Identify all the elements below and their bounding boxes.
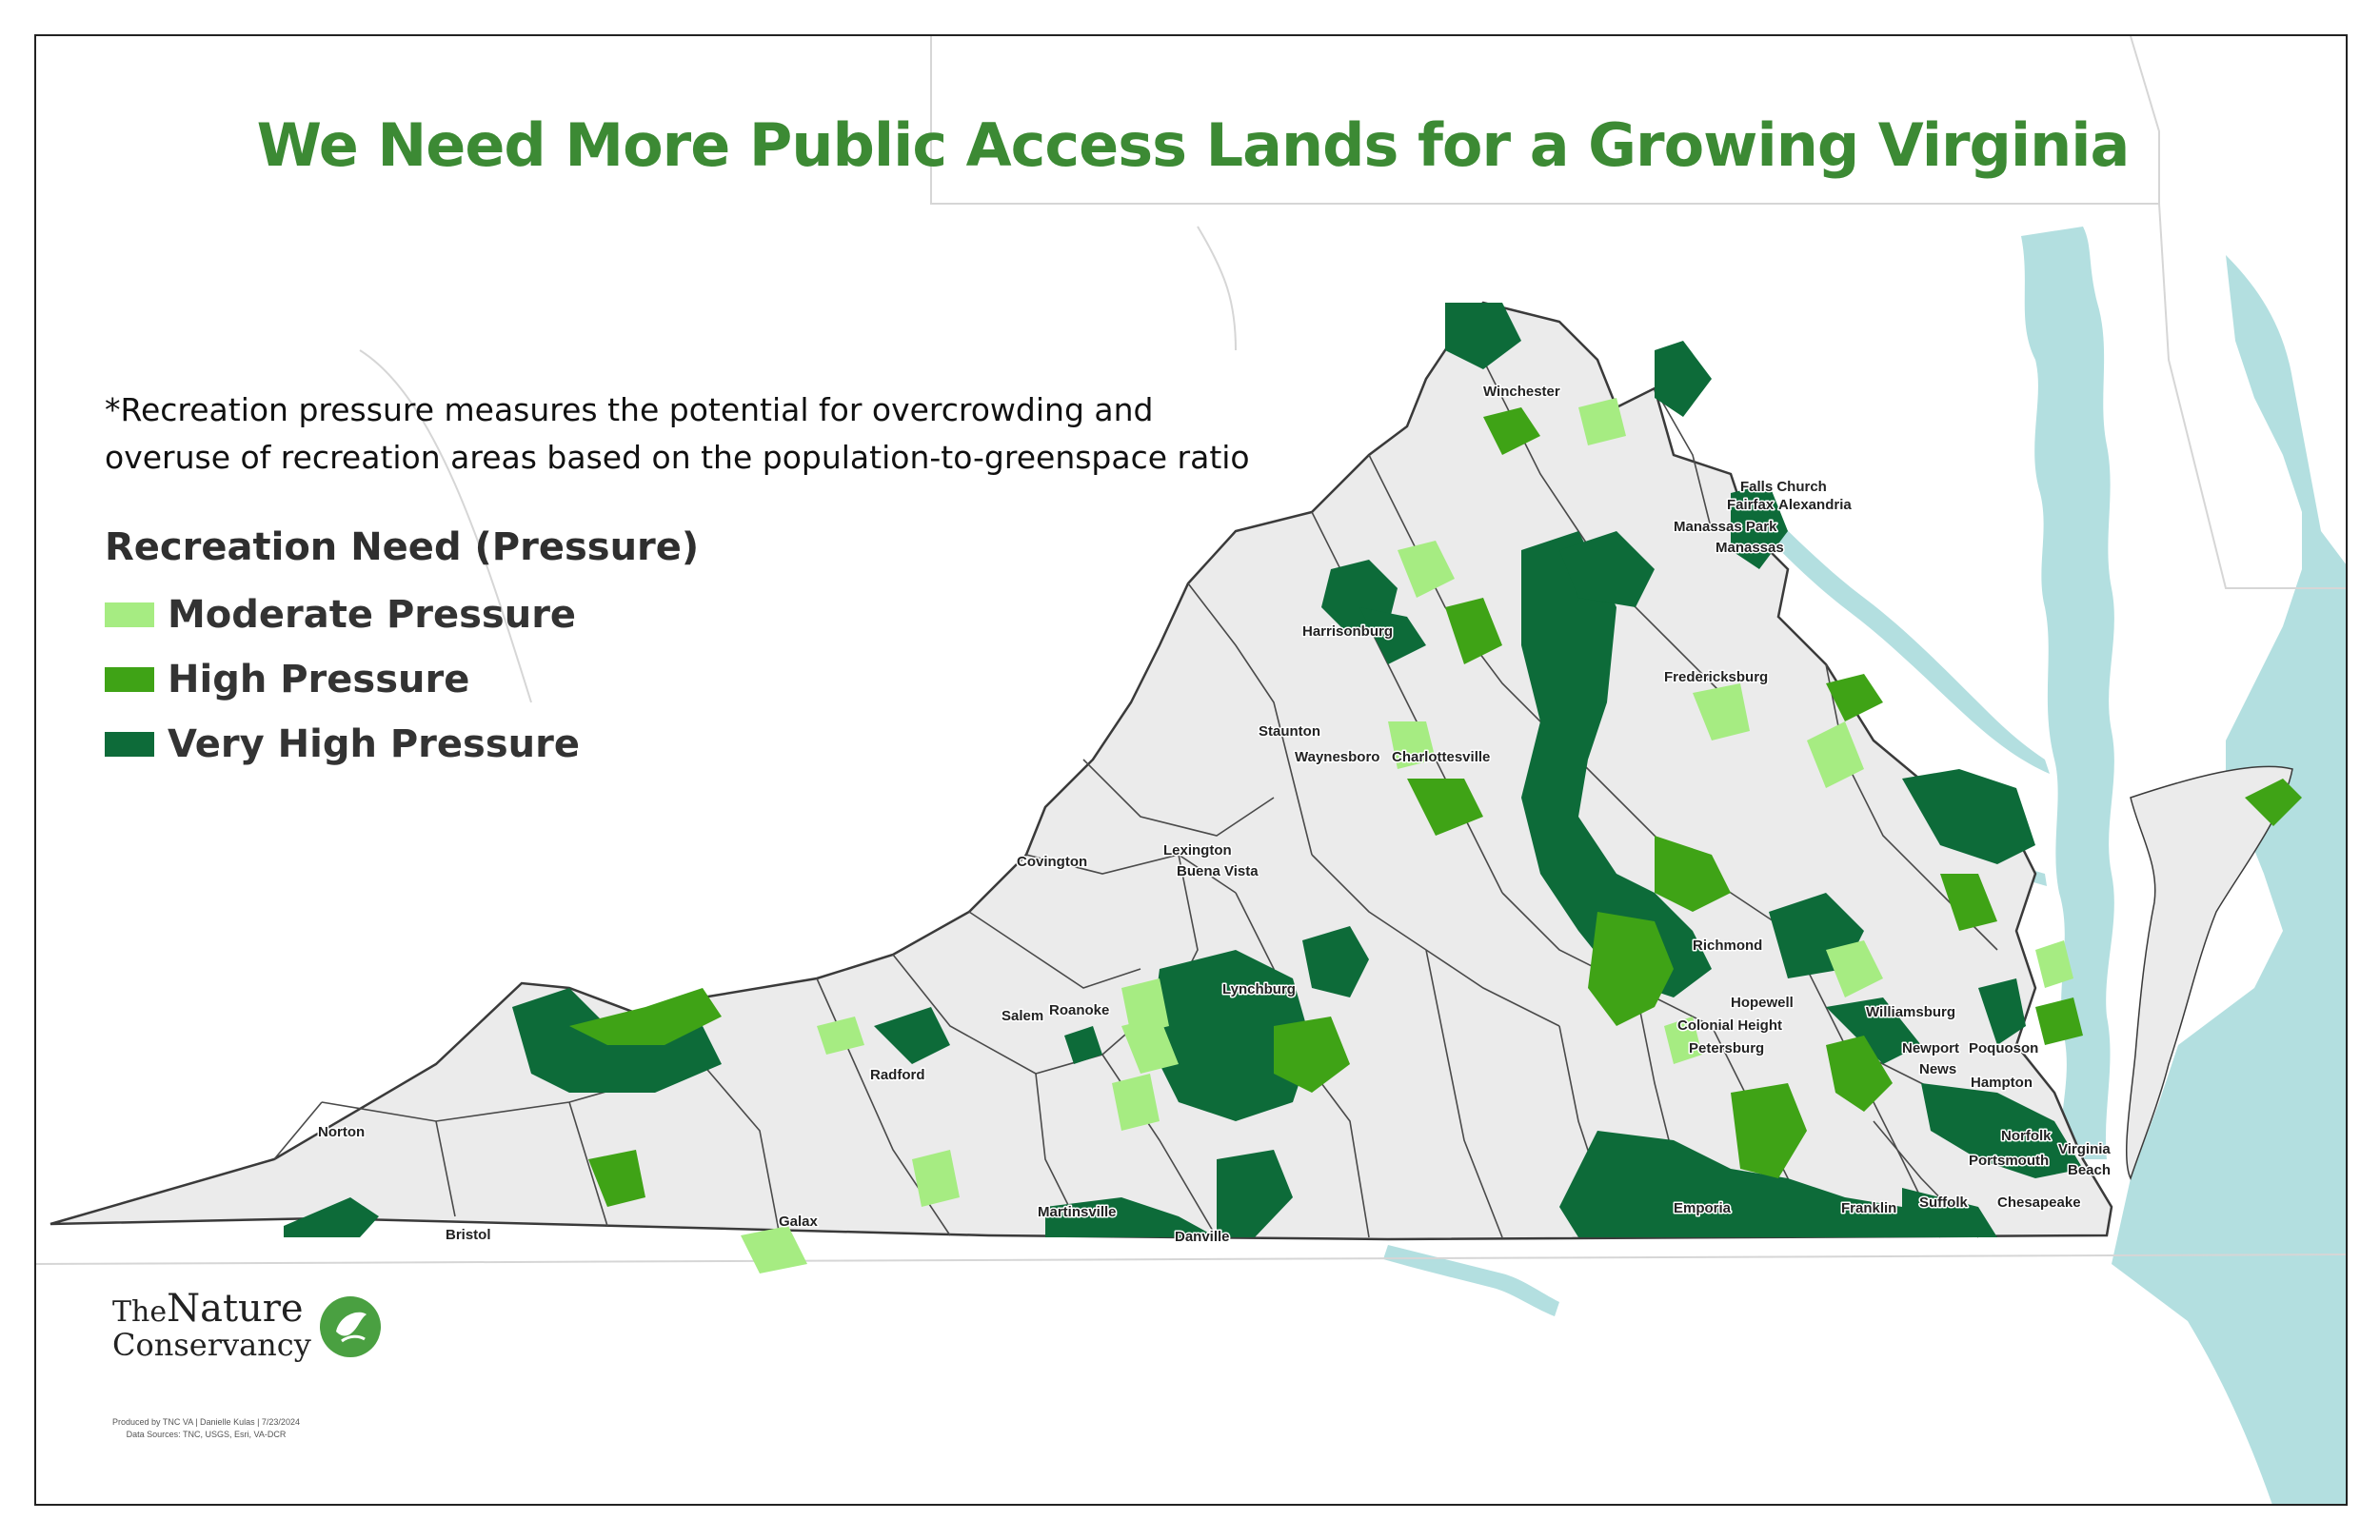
- city-label: Manassas: [1716, 540, 1784, 556]
- potomac-river: [1740, 493, 2050, 774]
- legend-title: Recreation Need (Pressure): [105, 525, 700, 569]
- city-label: Martinsville: [1038, 1204, 1117, 1220]
- city-label: Harrisonburg: [1302, 623, 1393, 640]
- nature-conservancy-logo: TheNature Conservancy: [112, 1290, 384, 1363]
- logo-text: TheNature Conservancy: [112, 1290, 311, 1363]
- atlantic-ocean: [2112, 255, 2346, 1504]
- water-bodies: [1383, 227, 2346, 1504]
- kerr-lake: [1383, 1245, 1559, 1316]
- legend: Recreation Need (Pressure) Moderate Pres…: [105, 525, 699, 777]
- map-frame: Winchester Falls Church Fairfax Alexandr…: [34, 34, 2348, 1506]
- city-label: Staunton: [1259, 723, 1320, 740]
- city-label: Newport: [1902, 1040, 1959, 1056]
- city-label: Salem: [1002, 1008, 1043, 1024]
- city-label: Petersburg: [1689, 1040, 1764, 1056]
- city-label: Fairfax: [1727, 497, 1775, 513]
- city-label: Williamsburg: [1866, 1004, 1955, 1020]
- credits-line-1: Produced by TNC VA | Danielle Kulas | 7/…: [112, 1417, 300, 1427]
- city-label: Norfolk: [2001, 1128, 2052, 1144]
- footnote-line-2: overuse of recreation areas based on the…: [105, 439, 1250, 476]
- map-title: We Need More Public Access Lands for a G…: [256, 110, 2131, 180]
- city-label: Danville: [1175, 1229, 1230, 1245]
- moderate-swatch: [105, 602, 154, 627]
- city-label: Galax: [779, 1214, 819, 1230]
- city-label: Virginia: [2058, 1141, 2111, 1157]
- city-label: Hampton: [1971, 1075, 2033, 1091]
- legend-label: Very High Pressure: [168, 722, 580, 766]
- city-label: Roanoke: [1049, 1002, 1109, 1018]
- city-label: Emporia: [1674, 1200, 1732, 1216]
- footnote-line-1: *Recreation pressure measures the potent…: [105, 391, 1154, 428]
- city-label: Norton: [318, 1124, 365, 1140]
- credits-line-2: Data Sources: TNC, USGS, Esri, VA-DCR: [126, 1430, 287, 1439]
- high-pressure-regions: [569, 407, 2302, 1207]
- leaf-globe-icon: [319, 1296, 381, 1357]
- city-labels: Winchester Falls Church Fairfax Alexandr…: [317, 383, 2112, 1247]
- city-label: News: [1919, 1061, 1956, 1077]
- city-label: Winchester: [1483, 384, 1560, 400]
- chesapeake-bay: [2021, 227, 2114, 1159]
- city-label: Falls Church: [1740, 479, 1827, 495]
- legend-label: High Pressure: [168, 658, 470, 701]
- city-label: Manassas Park: [1674, 519, 1777, 535]
- moderate-pressure-regions: [741, 398, 2073, 1273]
- map-credits: Produced by TNC VA | Danielle Kulas | 7/…: [112, 1416, 300, 1441]
- city-label: Waynesboro: [1295, 749, 1379, 765]
- city-label: Lexington: [1163, 842, 1232, 859]
- city-label: Suffolk: [1919, 1194, 1968, 1211]
- city-label: Richmond: [1693, 938, 1762, 954]
- logo-the: The: [112, 1295, 168, 1329]
- city-label: Radford: [870, 1067, 925, 1083]
- city-label: Colonial Height: [1677, 1017, 1782, 1034]
- city-label: Chesapeake: [1997, 1194, 2081, 1211]
- city-label: Alexandria: [1778, 497, 1852, 513]
- logo-nature: Nature: [167, 1287, 304, 1331]
- high-swatch: [105, 667, 154, 692]
- eastern-shore: [2125, 765, 2293, 1180]
- legend-label: Moderate Pressure: [168, 593, 577, 637]
- city-label: Franklin: [1841, 1200, 1896, 1216]
- virginia-map: Winchester Falls Church Fairfax Alexandr…: [36, 36, 2346, 1504]
- city-label: Buena Vista: [1177, 863, 1259, 879]
- city-label: Fredericksburg: [1664, 669, 1768, 685]
- legend-item-very-high: Very High Pressure: [105, 712, 699, 777]
- logo-conservancy: Conservancy: [112, 1327, 311, 1363]
- city-label: Bristol: [446, 1227, 491, 1243]
- legend-item-high: High Pressure: [105, 647, 699, 712]
- city-label: Hopewell: [1731, 995, 1794, 1011]
- neighbor-borders: [36, 36, 2346, 1265]
- pressure-footnote: *Recreation pressure measures the potent…: [105, 386, 1438, 482]
- very-high-swatch: [105, 732, 154, 757]
- city-label: Charlottesville: [1392, 749, 1490, 765]
- legend-item-moderate: Moderate Pressure: [105, 582, 699, 647]
- city-label: Lynchburg: [1222, 981, 1296, 997]
- city-label: Covington: [1017, 854, 1087, 870]
- city-label: Beach: [2068, 1162, 2111, 1178]
- city-label: Poquoson: [1969, 1040, 2038, 1056]
- city-label: Portsmouth: [1969, 1153, 2049, 1169]
